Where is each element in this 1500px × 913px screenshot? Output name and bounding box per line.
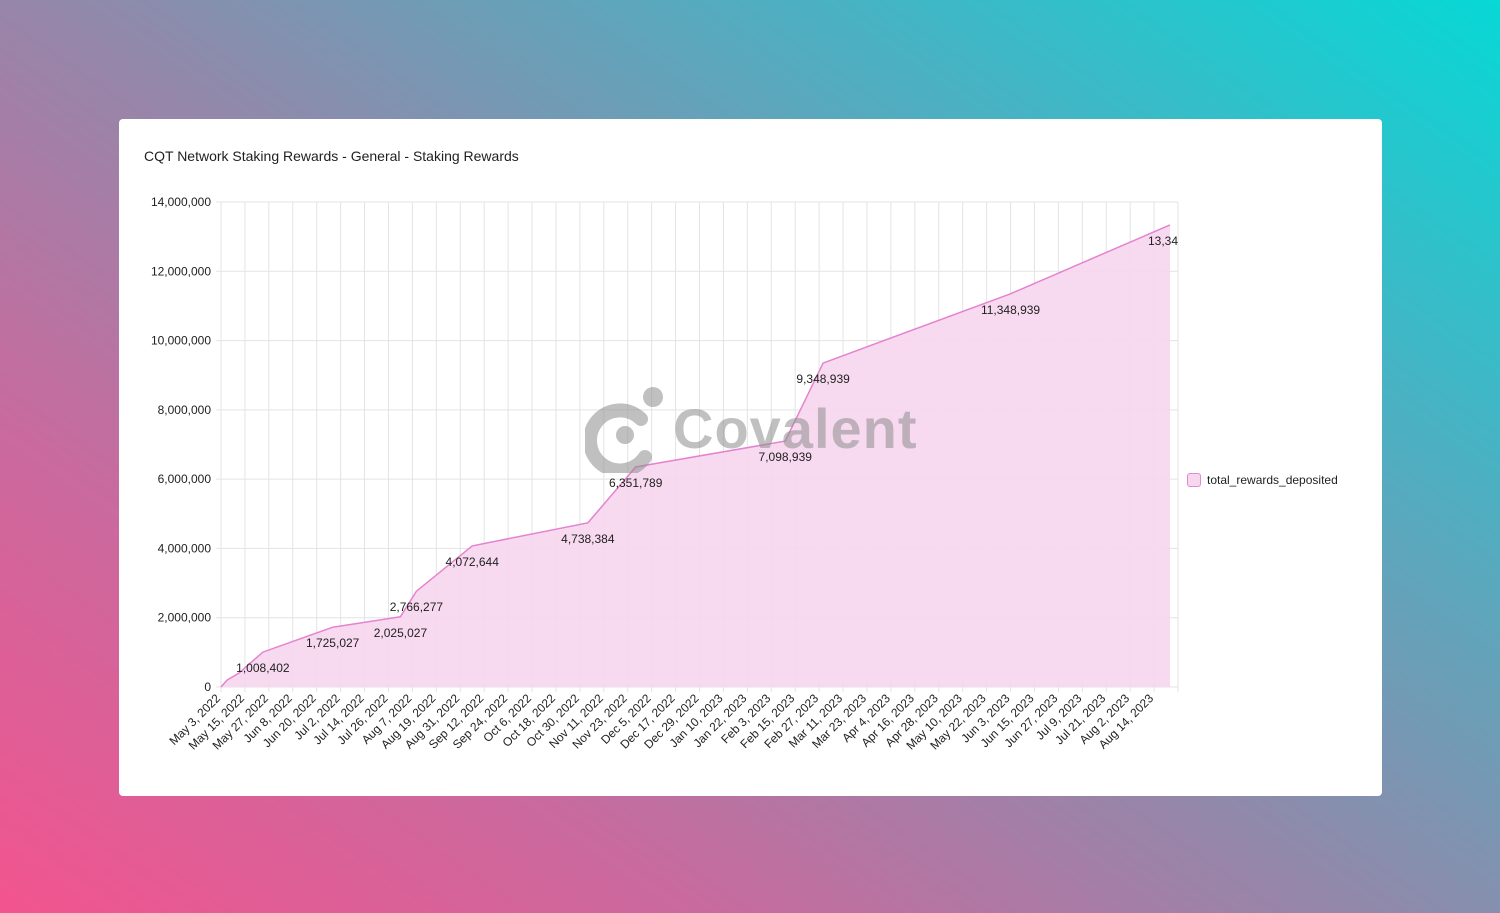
y-tick-label: 6,000,000 [158,472,212,486]
legend-swatch [1187,473,1201,487]
data-label: 1,008,402 [236,661,290,675]
chart-title: CQT Network Staking Rewards - General - … [144,148,519,164]
data-labels: 1,008,402 1,725,027 2,025,027 2,766,277 4,07… [236,234,1178,675]
y-tick-label: 0 [204,680,211,694]
y-tick-label: 14,000,000 [151,195,211,209]
y-tick-label: 2,000,000 [158,611,212,625]
data-label: 1,725,027 [306,636,360,650]
legend-label: total_rewards_deposited [1207,473,1338,487]
y-tick-label: 10,000,000 [151,334,211,348]
data-label: 2,025,027 [374,626,428,640]
y-axis-ticks: 0 2,000,000 4,000,000 6,000,000 8,000,000 10,… [151,195,211,694]
data-label: 9,348,939 [796,372,850,386]
y-tick-label: 4,000,000 [158,541,212,555]
series-area [221,224,1170,687]
y-tick-label: 12,000,000 [151,264,211,278]
series-line [220,224,1171,688]
data-label: 4,738,384 [561,532,615,546]
data-label: 13,34 [1148,234,1178,248]
data-label: 7,098,939 [759,450,813,464]
data-label: 6,351,789 [609,476,663,490]
data-label: 4,072,644 [446,555,500,569]
chart-card: CQT Network Staking Rewards - General - … [119,119,1382,796]
y-tick-label: 8,000,000 [158,403,212,417]
legend[interactable]: total_rewards_deposited [1187,473,1338,487]
data-label: 11,348,939 [981,303,1040,317]
area-chart: 0 2,000,000 4,000,000 6,000,000 8,000,000 10,… [151,195,1179,753]
data-label: 2,766,277 [390,600,444,614]
